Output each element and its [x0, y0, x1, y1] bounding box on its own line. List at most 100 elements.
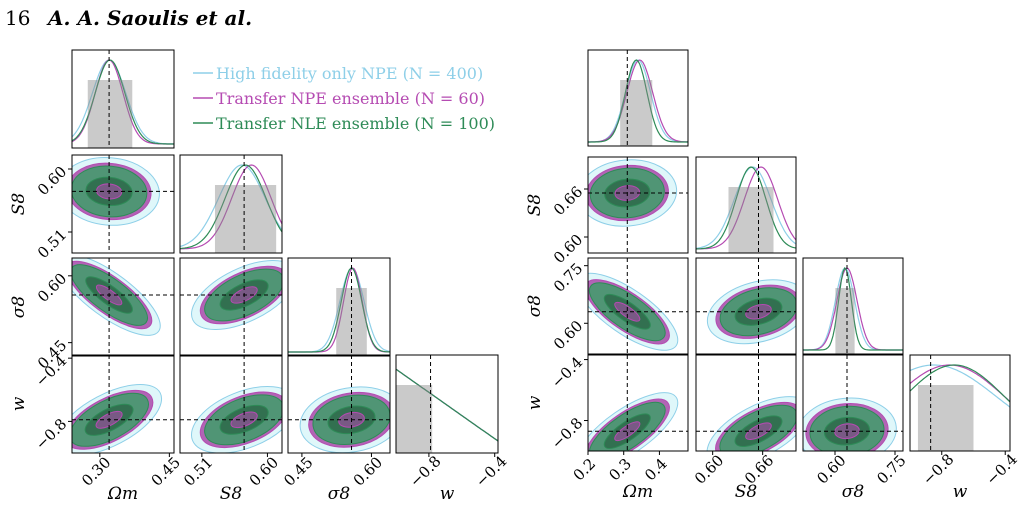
subplot-content — [396, 355, 498, 453]
x-axis-label: Ωm — [107, 484, 138, 504]
x-tick-label: 0.60 — [350, 453, 386, 489]
subplot-frame — [179, 354, 283, 454]
subplot-content — [588, 50, 688, 146]
x-tick-label: 0.60 — [246, 453, 282, 489]
y-axis-label: S8 — [9, 193, 29, 216]
subplot-frame — [179, 257, 283, 357]
subplot-frame — [909, 354, 1011, 452]
x-tick-label: 0.60 — [691, 451, 727, 487]
subplot-content — [72, 50, 174, 148]
marginal-npe-line — [696, 166, 796, 250]
x-tick-label: 0.45 — [148, 453, 184, 489]
subplot-frame — [71, 257, 175, 357]
subplot-content — [696, 157, 796, 253]
x-tick-label: 0.45 — [280, 453, 316, 489]
subplot-content — [288, 258, 390, 356]
page-number: 16 — [5, 6, 31, 30]
running-head-authors: A. A. Saoulis et al. — [48, 6, 253, 30]
contour-npe-inner — [745, 422, 772, 440]
y-axis-label: w — [9, 396, 29, 411]
subplot-content — [803, 258, 903, 354]
y-tick-label: 0.66 — [550, 183, 586, 219]
marginal-nle-line — [803, 267, 903, 351]
contour-npe-inner — [614, 421, 641, 442]
x-tick-label: −0.4 — [982, 450, 1020, 488]
marginal-nle-line — [696, 166, 796, 250]
contour-npe-inner — [745, 304, 772, 320]
marginal-nle-line — [180, 164, 282, 250]
subplot-content — [288, 355, 390, 453]
subplot-content — [180, 155, 282, 253]
marginal-hifi-line — [72, 59, 174, 145]
y-tick-label: −0.8 — [548, 414, 586, 452]
subplot-content — [696, 258, 796, 354]
subplot-frame — [695, 257, 797, 355]
subplot-Ωm-Ωm — [587, 49, 689, 147]
y-axis-label: w — [525, 395, 545, 410]
marginal-nle-line — [288, 267, 390, 353]
y-axis-label: σ8 — [525, 295, 545, 318]
subplot-content — [696, 355, 796, 451]
subplot-σ8-σ8 — [287, 257, 391, 357]
subplot-frame — [287, 354, 391, 454]
x-axis-label: S8 — [735, 482, 758, 502]
subplot-frame — [71, 49, 175, 149]
y-tick-label: 0.51 — [34, 226, 70, 262]
y-tick-label: 0.60 — [34, 269, 70, 305]
marginal-npe-line — [910, 364, 1010, 402]
subplot-frame — [587, 354, 689, 452]
subplot-S8-S8 — [695, 156, 797, 254]
legend-entry: High fidelity only NPE (N = 400) — [216, 64, 483, 83]
subplot-w-Ωm: 0.2 0.3 0.4Ωm −0.8 −0.4w — [525, 353, 689, 502]
subplot-frame — [695, 156, 797, 254]
subplot-frame — [71, 154, 175, 254]
subplot-content — [180, 258, 282, 356]
subplot-frame — [587, 156, 689, 254]
x-axis-label: S8 — [220, 484, 243, 504]
y-tick-label: 0.60 — [550, 231, 586, 267]
credible-interval-shade — [620, 80, 653, 146]
credible-interval-shade — [917, 385, 974, 451]
y-axis-label: σ8 — [9, 296, 29, 319]
marginal-hifi-line — [180, 164, 282, 248]
marginal-hifi-line — [910, 364, 1010, 408]
credible-interval-shade — [87, 80, 133, 148]
x-tick-label: 0.75 — [873, 451, 909, 487]
legend-entry: Transfer NLE ensemble (N = 100) — [216, 114, 495, 133]
x-axis-label: σ8 — [328, 484, 351, 504]
x-axis-label: Ωm — [622, 482, 653, 502]
subplot-content — [72, 355, 174, 453]
subplot-frame — [287, 257, 391, 357]
subplot-frame — [802, 257, 904, 355]
x-tick-label: −0.4 — [472, 452, 510, 490]
legend: High fidelity only NPE (N = 400) Transfer… — [193, 64, 495, 133]
marginal-nle-line — [72, 59, 174, 145]
subplot-content — [72, 258, 174, 356]
subplot-frame — [587, 257, 689, 355]
subplot-σ8-S8 — [695, 257, 797, 355]
x-axis-label: w — [953, 482, 968, 502]
subplot-frame — [395, 354, 499, 454]
subplot-σ8-S8 — [179, 257, 283, 357]
subplot-content — [180, 355, 282, 453]
y-axis-label: S8 — [525, 194, 545, 217]
contour-npe-inner — [614, 301, 641, 322]
running-header: 16 A. A. Saoulis et al. — [0, 0, 1025, 34]
credible-interval-shade — [728, 187, 774, 253]
subplot-w-w: −0.8 −0.4w — [395, 354, 510, 504]
x-axis-label: w — [440, 484, 455, 504]
subplot-content — [588, 258, 688, 354]
subplot-content — [588, 355, 688, 451]
subplot-content — [910, 355, 1010, 451]
x-tick-label: 0.4 — [641, 455, 671, 485]
subplot-w-w: −0.8 −0.4w — [909, 354, 1021, 502]
subplot-frame — [179, 154, 283, 254]
marginal-nle-line — [588, 59, 688, 143]
